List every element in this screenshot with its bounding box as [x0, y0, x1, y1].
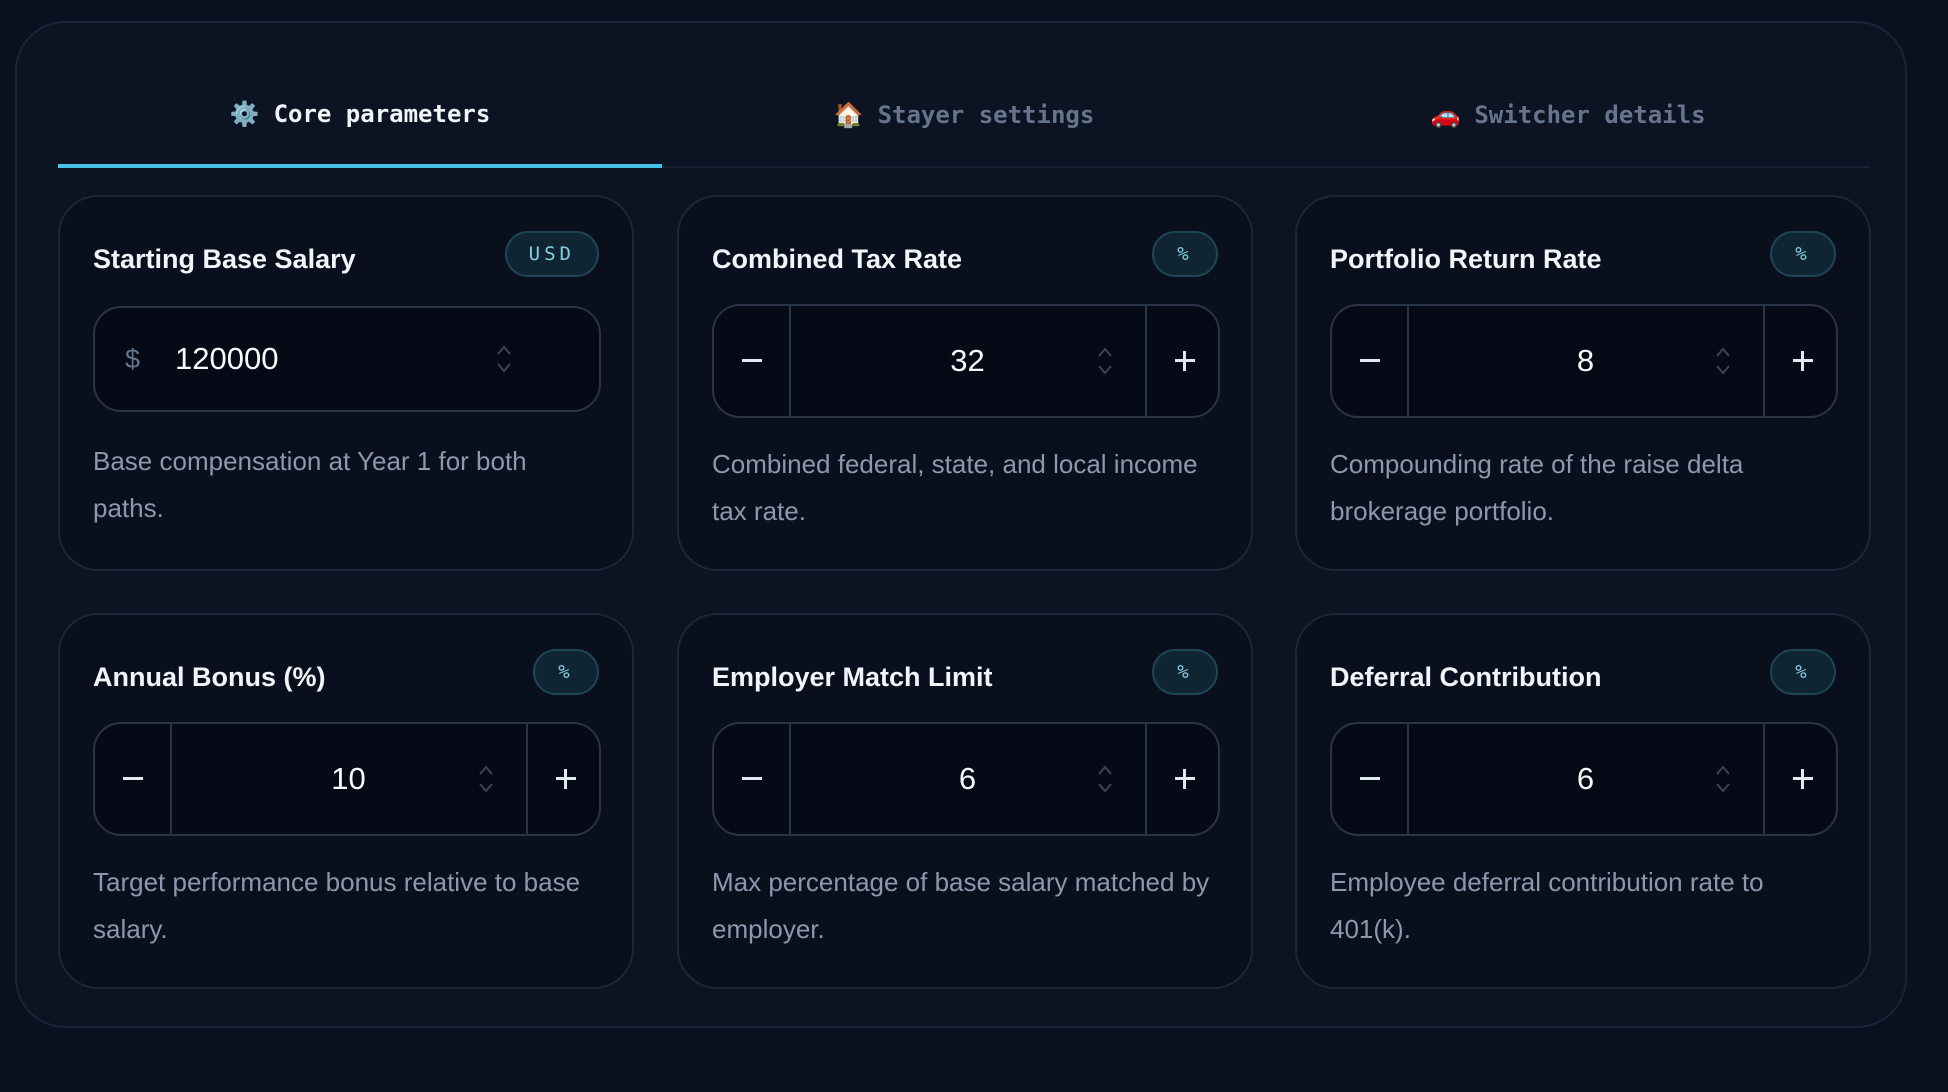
- stepper-input[interactable]: 6: [712, 722, 1220, 836]
- panel: ⚙️ Core parameters 🏠 Stayer settings 🚗 Switch…: [15, 21, 1907, 1028]
- stepper-input[interactable]: 32: [712, 304, 1220, 418]
- plus-icon: [1183, 351, 1186, 371]
- spinner[interactable]: [495, 342, 513, 376]
- field-description: Employee deferral contribution rate to 4…: [1330, 867, 1764, 944]
- minus-icon: [1360, 777, 1380, 780]
- increment-button[interactable]: [526, 724, 599, 834]
- plus-icon: [564, 769, 567, 789]
- field-description: Target performance bonus relative to bas…: [93, 867, 581, 944]
- tab-label: Stayer settings: [877, 100, 1095, 129]
- input-card: Combined Tax Rate% 32 Combined federal, st…: [677, 195, 1253, 571]
- field-description: Max percentage of base salary matched by…: [712, 867, 1210, 944]
- field-label: Deferral Contribution: [1330, 662, 1602, 692]
- stepper-input[interactable]: 8: [1330, 304, 1838, 418]
- minus-icon: [1360, 359, 1380, 362]
- tab-label: Switcher details: [1474, 100, 1706, 129]
- increment-button[interactable]: [1763, 306, 1836, 416]
- minus-icon: [123, 777, 143, 780]
- decrement-button[interactable]: [714, 724, 791, 834]
- number-input[interactable]: $120000: [93, 306, 601, 412]
- decrement-button[interactable]: [95, 724, 172, 834]
- input-card: Deferral Contribution% 6 Employee deferral…: [1295, 613, 1871, 989]
- increment-button[interactable]: [1763, 724, 1836, 834]
- unit-badge: %: [1152, 231, 1218, 277]
- unit-badge: %: [533, 649, 599, 695]
- increment-button[interactable]: [1145, 724, 1218, 834]
- stepper-input[interactable]: 10: [93, 722, 601, 836]
- tab-icon: ⚙️: [229, 99, 260, 128]
- currency-prefix: $: [125, 343, 141, 374]
- unit-badge: %: [1770, 649, 1836, 695]
- input-value: 120000: [175, 341, 279, 376]
- input-value: 8: [1576, 343, 1595, 378]
- input-card: Annual Bonus (%)% 10 Target performance bo…: [58, 613, 634, 989]
- decrement-button[interactable]: [1332, 306, 1409, 416]
- tab[interactable]: ⚙️ Core parameters: [58, 63, 662, 168]
- plus-icon: [1801, 769, 1804, 789]
- input-card: Employer Match Limit% 6 Max percentage of …: [677, 613, 1253, 989]
- decrement-button[interactable]: [714, 306, 791, 416]
- input-value: 6: [1576, 761, 1595, 796]
- input-card: Starting Base Salary USD $120000 Base compe…: [58, 195, 634, 571]
- tab-label: Core parameters: [273, 99, 491, 128]
- tab-icon: 🏠: [833, 100, 864, 129]
- unit-badge: %: [1770, 231, 1836, 277]
- increment-button[interactable]: [1145, 306, 1218, 416]
- unit-badge: %: [1152, 649, 1218, 695]
- spinner[interactable]: [1714, 762, 1732, 796]
- decrement-button[interactable]: [1332, 724, 1409, 834]
- plus-icon: [1183, 769, 1186, 789]
- spinner[interactable]: [1096, 762, 1114, 796]
- plus-icon: [1801, 351, 1804, 371]
- field-label: Starting Base Salary: [93, 244, 356, 274]
- minus-icon: [742, 359, 762, 362]
- tab[interactable]: 🏠 Stayer settings: [662, 63, 1266, 166]
- field-label: Combined Tax Rate: [712, 244, 963, 274]
- spinner[interactable]: [1096, 344, 1114, 378]
- input-value: 6: [958, 761, 977, 796]
- spinner[interactable]: [1714, 344, 1732, 378]
- field-label: Employer Match Limit: [712, 662, 993, 692]
- stepper-input[interactable]: 6: [1330, 722, 1838, 836]
- field-description: Compounding rate of the raise delta brok…: [1330, 449, 1744, 526]
- field-description: Base compensation at Year 1 for both pat…: [93, 446, 527, 523]
- field-description: Combined federal, state, and local incom…: [712, 449, 1198, 526]
- field-label: Annual Bonus (%): [93, 662, 326, 692]
- tab-icon: 🚗: [1430, 100, 1461, 129]
- spinner[interactable]: [477, 762, 495, 796]
- input-value: 10: [331, 761, 366, 796]
- minus-icon: [742, 777, 762, 780]
- input-card: Portfolio Return Rate% 8 Compounding rate …: [1295, 195, 1871, 571]
- tab[interactable]: 🚗 Switcher details: [1266, 63, 1870, 166]
- tab-bar: ⚙️ Core parameters 🏠 Stayer settings 🚗 Switch…: [58, 63, 1870, 168]
- field-label: Portfolio Return Rate: [1330, 244, 1602, 274]
- input-value: 32: [950, 343, 985, 378]
- unit-badge: USD: [504, 231, 599, 277]
